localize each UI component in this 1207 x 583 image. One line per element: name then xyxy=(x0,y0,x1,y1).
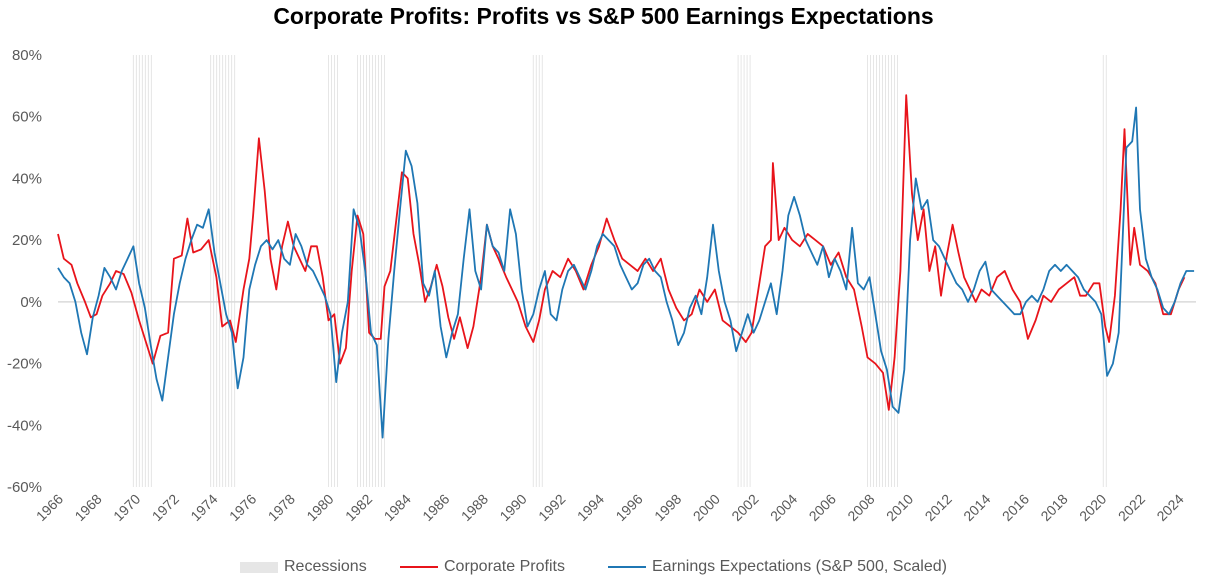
legend-swatch-corporate-profits xyxy=(400,566,438,568)
x-tick-label: 1982 xyxy=(342,491,375,524)
x-tick-label: 1976 xyxy=(226,491,259,524)
legend-item-corporate-profits: Corporate Profits xyxy=(400,558,565,576)
x-tick-label: 2024 xyxy=(1153,491,1186,524)
chart-title: Corporate Profits: Profits vs S&P 500 Ea… xyxy=(273,3,934,29)
x-tick-label: 1968 xyxy=(71,491,104,524)
x-tick-label: 2006 xyxy=(806,491,839,524)
series-lines xyxy=(57,94,1195,439)
x-tick-label: 1972 xyxy=(149,491,182,524)
x-tick-label: 2010 xyxy=(883,491,916,524)
legend-item-recessions: Recessions xyxy=(240,558,367,576)
recession-band xyxy=(210,55,236,487)
x-tick-label: 2000 xyxy=(690,491,723,524)
x-tick-label: 1984 xyxy=(381,491,414,524)
x-tick-label: 2016 xyxy=(999,491,1032,524)
x-tick-label: 1996 xyxy=(612,491,645,524)
y-tick-label: 20% xyxy=(12,232,42,249)
x-tick-label: 1974 xyxy=(187,491,220,524)
y-tick-label: 60% xyxy=(12,109,42,126)
x-tick-label: 2004 xyxy=(767,491,800,524)
x-tick-label: 2008 xyxy=(844,491,877,524)
legend-swatch-recessions xyxy=(240,561,278,573)
legend-label-earnings-expectations: Earnings Expectations (S&P 500, Scaled) xyxy=(652,558,947,575)
x-tick-label: 1978 xyxy=(265,491,298,524)
recession-bands xyxy=(132,55,1107,487)
series-line-corporate-profits xyxy=(57,94,1186,411)
y-tick-label: 0% xyxy=(20,294,42,311)
legend: Recessions Corporate Profits Earnings Ex… xyxy=(0,558,1207,580)
x-tick-label: 1988 xyxy=(458,491,491,524)
x-tick-label: 1992 xyxy=(535,491,568,524)
y-tick-label: -40% xyxy=(7,417,42,434)
x-tick-label: 1998 xyxy=(651,491,684,524)
x-tick-label: 2014 xyxy=(960,491,993,524)
series-line-earnings-expectations xyxy=(57,106,1195,439)
x-tick-label: 1970 xyxy=(110,491,143,524)
legend-item-earnings-expectations: Earnings Expectations (S&P 500, Scaled) xyxy=(608,558,947,576)
x-tick-label: 1994 xyxy=(574,491,607,524)
y-tick-label: 80% xyxy=(12,47,42,64)
recession-band xyxy=(737,55,751,487)
x-axis-ticks: 1966 1968 1970 1972 1974 1976 1978 1980 1982 1984… xyxy=(33,491,1187,524)
recession-band xyxy=(867,55,898,487)
recession-band xyxy=(132,55,152,487)
y-tick-label: -60% xyxy=(7,479,42,496)
x-tick-label: 1986 xyxy=(419,491,452,524)
x-tick-label: 2020 xyxy=(1076,491,1109,524)
y-axis-ticks: -60% -40% -20% 0% 20% 40% 60% 80% xyxy=(7,47,42,496)
chart-plot: -60% -40% -20% 0% 20% 40% 60% 80% 1966 1968 1970 1… xyxy=(7,47,1196,524)
recession-band xyxy=(357,55,385,487)
recession-band xyxy=(532,55,543,487)
y-tick-label: -20% xyxy=(7,356,42,373)
x-tick-label: 1980 xyxy=(303,491,336,524)
recession-band xyxy=(1102,55,1107,487)
x-tick-label: 2018 xyxy=(1037,491,1070,524)
legend-label-corporate-profits: Corporate Profits xyxy=(444,558,565,575)
x-tick-label: 2012 xyxy=(922,491,955,524)
y-tick-label: 40% xyxy=(12,170,42,187)
x-tick-label: 2022 xyxy=(1115,491,1148,524)
legend-swatch-earnings-expectations xyxy=(608,566,646,568)
x-tick-label: 2002 xyxy=(728,491,761,524)
legend-label-recessions: Recessions xyxy=(284,558,367,575)
x-tick-label: 1990 xyxy=(496,491,529,524)
recession-band xyxy=(328,55,338,487)
